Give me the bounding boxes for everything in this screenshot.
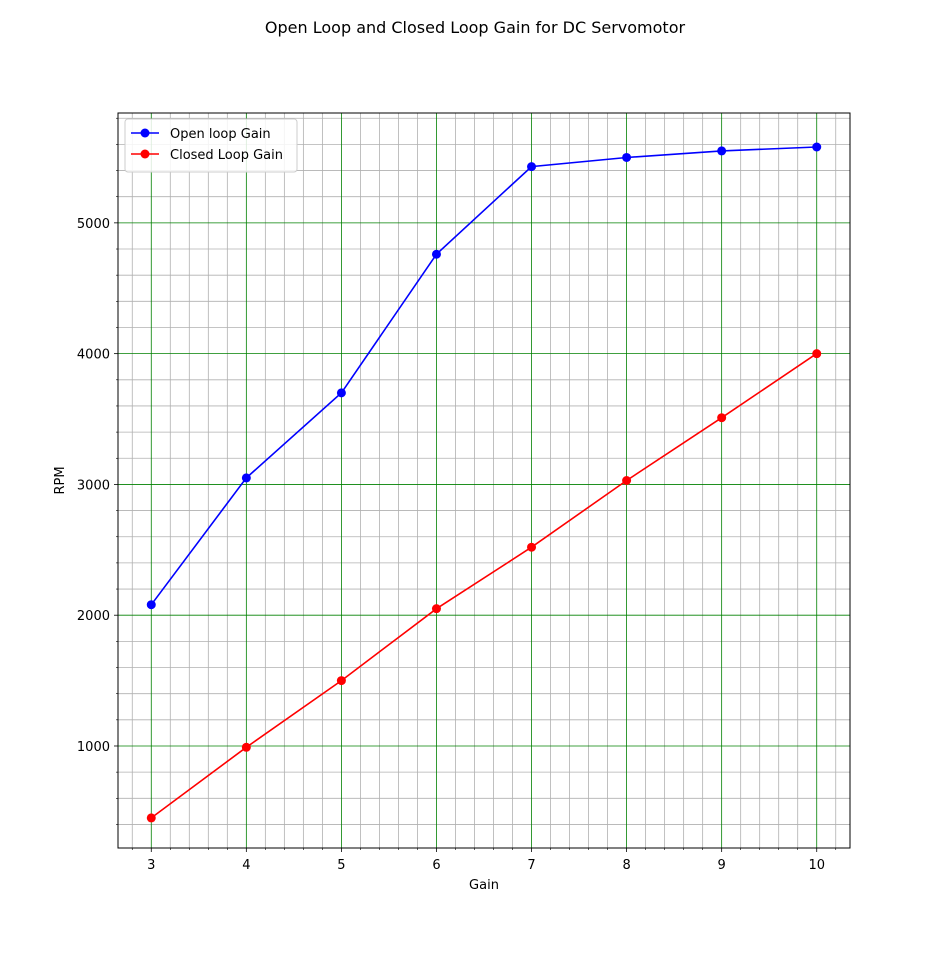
y-tick-label: 2000 [77, 609, 110, 624]
x-tick-label: 6 [432, 858, 440, 873]
y-tick-label: 3000 [77, 478, 110, 493]
x-axis-label: Gain [469, 878, 499, 893]
data-point [717, 413, 727, 423]
data-point [717, 146, 727, 156]
x-tick-label: 4 [242, 858, 250, 873]
chart-title: Open Loop and Closed Loop Gain for DC Se… [265, 18, 686, 37]
x-tick-label: 5 [337, 858, 345, 873]
legend-swatch-marker [140, 149, 150, 159]
data-point [146, 600, 156, 610]
plot-frame [117, 112, 851, 849]
legend-box [124, 118, 298, 173]
data-point [241, 473, 251, 483]
legend: Open loop Gain Closed Loop Gain [124, 118, 298, 173]
data-point [336, 676, 346, 686]
data-point [336, 388, 346, 398]
y-tick-label: 1000 [77, 740, 110, 755]
data-point [146, 813, 156, 823]
minor-grid [118, 113, 850, 848]
series-line-0 [150, 146, 817, 606]
major-grid [118, 113, 850, 848]
x-tick-label: 7 [527, 858, 535, 873]
data-point [622, 152, 632, 162]
x-tick-label: 9 [718, 858, 726, 873]
series-line-1 [150, 352, 818, 819]
x-tick-label: 3 [147, 858, 155, 873]
data-point [527, 162, 537, 172]
data-point [812, 142, 822, 152]
y-tick-label: 5000 [77, 217, 110, 232]
data-point [812, 349, 822, 359]
series-layer [146, 142, 822, 823]
data-point [527, 542, 537, 552]
y-axis-label: RPM [53, 466, 68, 494]
data-point [431, 249, 441, 259]
data-point [622, 476, 632, 485]
data-point [431, 604, 441, 614]
axis-ticks: 3 4 5 6 7 8 9 10 1000 2000 3000 4000 5000 [77, 117, 837, 873]
x-tick-label: 10 [808, 858, 825, 873]
legend-label: Closed Loop Gain [170, 148, 283, 163]
legend-label: Open loop Gain [170, 127, 271, 142]
data-point [241, 742, 251, 752]
legend-swatch-marker [140, 128, 150, 138]
x-tick-label: 8 [622, 858, 630, 873]
y-tick-label: 4000 [77, 348, 110, 363]
